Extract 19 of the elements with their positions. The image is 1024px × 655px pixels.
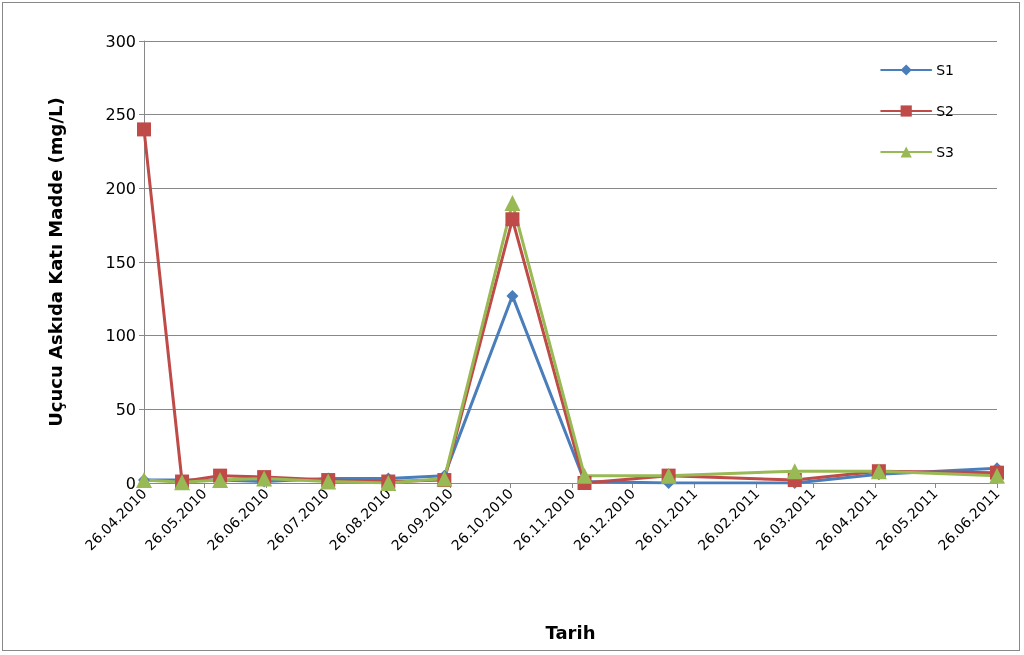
point xyxy=(504,195,521,212)
y-tick-label: 0 xyxy=(125,473,136,493)
point xyxy=(505,212,520,227)
legend-label: S2 xyxy=(936,103,954,119)
y-tick-label: 200 xyxy=(105,178,136,198)
y-tick-label: 50 xyxy=(115,399,136,419)
y-axis-title: Uçucu Askıda Katı Madde (mg/L) xyxy=(44,97,66,427)
point xyxy=(989,467,1005,484)
y-tick-label: 100 xyxy=(105,326,136,346)
y-tick-label: 150 xyxy=(105,252,136,272)
point xyxy=(137,122,151,137)
legend-label: S1 xyxy=(936,62,954,78)
point xyxy=(786,463,803,480)
x-axis-title: Tarih xyxy=(545,621,596,643)
legend-label: S3 xyxy=(936,144,954,160)
point xyxy=(506,289,519,302)
y-tick-label: 250 xyxy=(105,105,136,125)
y-tick-label: 300 xyxy=(105,31,136,51)
point xyxy=(576,467,593,484)
